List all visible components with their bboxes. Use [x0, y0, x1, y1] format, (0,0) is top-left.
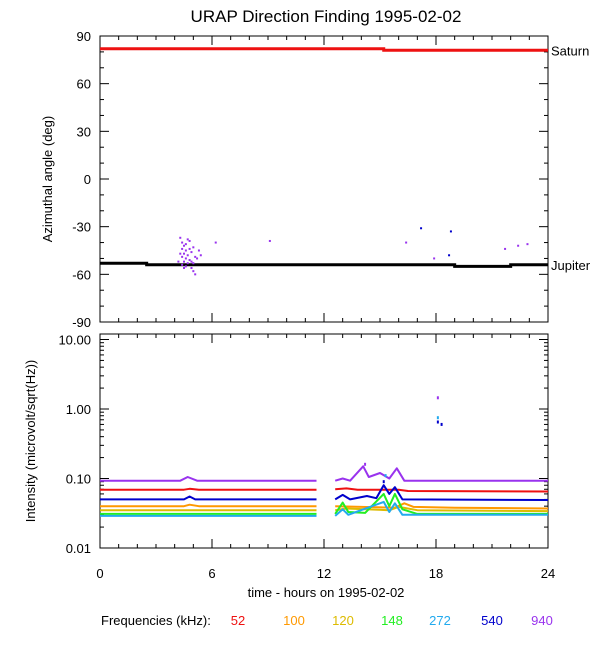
top-axes: 90 60 30 0 -30 -60 -90 — [72, 29, 549, 330]
intensity-series-100khz — [335, 502, 549, 510]
bottom-y-axis-label: Intensity (microvolt/sqrt(Hz)) — [23, 360, 38, 523]
legend-item-120khz: 120 — [332, 613, 354, 628]
x-tick-label: 18 — [429, 566, 443, 581]
reference-line-label-saturn: Saturn — [551, 43, 589, 58]
chart-title: URAP Direction Finding 1995-02-02 — [191, 7, 462, 26]
intensity-series-100khz — [100, 503, 317, 508]
bottom-x-axis-label: time - hours on 1995-02-02 — [248, 585, 405, 600]
direction-point — [188, 239, 191, 242]
direction-point — [186, 262, 189, 265]
direction-point — [184, 257, 187, 260]
direction-point — [184, 243, 187, 246]
direction-point — [526, 243, 529, 246]
direction-point — [179, 236, 182, 239]
intensity-series-52khz — [335, 487, 549, 493]
bottom-y-tick-label: 0.10 — [66, 472, 91, 487]
x-tick-label: 6 — [208, 566, 215, 581]
reference-line-saturn — [100, 47, 548, 52]
intensity-series-540khz — [334, 484, 549, 501]
direction-point — [186, 254, 189, 257]
direction-point — [181, 241, 184, 244]
intensity-point — [382, 480, 385, 484]
direction-point — [196, 257, 199, 260]
legend-item-272khz: 272 — [429, 613, 451, 628]
x-tick-label: 0 — [96, 566, 103, 581]
direction-point — [183, 260, 185, 263]
bottom-y-tick-label: 1.00 — [66, 402, 91, 417]
intensity-series-52khz — [100, 487, 317, 491]
intensity-point — [436, 416, 439, 420]
legend-item-148khz: 148 — [381, 613, 403, 628]
bottom-y-tick-label: 0.01 — [66, 541, 91, 556]
intensity-point — [436, 396, 439, 400]
legend: Frequencies (kHz): 52 100 120 148 272 540 940 — [101, 613, 553, 628]
direction-point — [183, 266, 185, 269]
direction-point — [183, 252, 185, 255]
bottom-data — [100, 396, 549, 517]
direction-point — [188, 259, 191, 262]
direction-point — [190, 260, 193, 263]
direction-point — [181, 247, 184, 250]
intensity-series-120khz — [335, 505, 549, 513]
direction-point — [449, 230, 452, 233]
direction-point — [192, 270, 195, 273]
reference-line-jupiter — [100, 261, 548, 268]
direction-point — [194, 255, 197, 258]
intensity-series-540khz — [100, 495, 317, 501]
top-y-tick-label: -60 — [72, 267, 91, 282]
direction-point — [190, 251, 193, 254]
direction-point — [194, 273, 197, 276]
top-y-axis-label: Azimuthal angle (deg) — [40, 116, 55, 242]
direction-point — [504, 247, 507, 250]
legend-title: Frequencies (kHz): — [101, 613, 211, 628]
x-tick-label: 24 — [541, 566, 555, 581]
legend-item-540khz: 540 — [481, 613, 503, 628]
direction-point — [214, 241, 217, 244]
direction-point — [433, 257, 436, 260]
legend-item-100khz: 100 — [283, 613, 305, 628]
direction-point — [448, 254, 451, 257]
x-tick-label: 12 — [317, 566, 331, 581]
direction-point — [420, 227, 423, 230]
legend-item-52khz: 52 — [231, 613, 245, 628]
intensity-point — [436, 420, 439, 424]
top-y-tick-label: 0 — [84, 172, 91, 187]
top-data: Saturn Jupiter — [100, 43, 591, 276]
direction-point — [181, 263, 184, 266]
direction-point — [192, 262, 195, 265]
direction-point — [405, 241, 408, 244]
intensity-point — [364, 462, 367, 466]
top-y-tick-label: 90 — [77, 29, 91, 44]
intensity-series-940khz — [334, 465, 548, 482]
direction-point — [184, 265, 187, 268]
reference-line-label-jupiter: Jupiter — [551, 258, 591, 273]
intensity-point — [384, 474, 387, 478]
direction-point — [188, 247, 191, 250]
direction-point — [179, 252, 182, 255]
bottom-axes: 0 6 12 18 24 10.00 1.00 0.10 0.01 — [58, 333, 555, 581]
top-y-tick-label: -90 — [72, 315, 91, 330]
direction-point — [517, 244, 520, 247]
direction-point — [268, 239, 271, 242]
intensity-series-940khz — [100, 476, 317, 482]
direction-point — [199, 254, 202, 257]
direction-point — [186, 238, 189, 241]
top-plot-frame — [99, 35, 549, 323]
intensity-series-148khz — [334, 492, 548, 515]
top-y-tick-label: 30 — [77, 124, 91, 139]
intensity-series-272khz — [334, 500, 548, 517]
direction-point — [183, 244, 185, 247]
top-y-tick-label: 60 — [77, 77, 91, 92]
direction-point — [177, 260, 180, 263]
direction-point — [190, 266, 193, 269]
direction-point — [192, 246, 195, 249]
top-y-tick-label: -30 — [72, 220, 91, 235]
direction-point — [197, 249, 200, 252]
direction-point — [184, 249, 187, 252]
intensity-point — [440, 422, 443, 426]
direction-point — [181, 255, 184, 258]
bottom-y-tick-label: 10.00 — [58, 333, 91, 348]
legend-item-940khz: 940 — [531, 613, 553, 628]
